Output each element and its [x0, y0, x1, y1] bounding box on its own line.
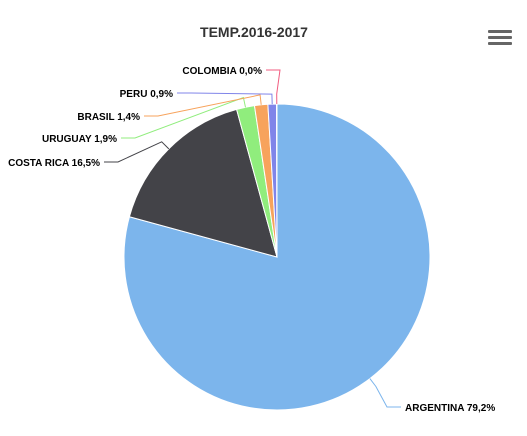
slice-label-peru: PERU 0,9% — [120, 89, 173, 100]
hamburger-icon-line — [488, 36, 512, 39]
pie-slice-argentina[interactable] — [123, 103, 431, 411]
slice-label-uruguay: URUGUAY 1,9% — [42, 134, 117, 145]
connector-peru — [177, 92, 273, 105]
connector-argentina — [369, 378, 401, 408]
slice-label-brasil: BRASIL 1,4% — [77, 112, 140, 123]
slice-label-argentina: ARGENTINA 79,2% — [405, 403, 495, 414]
connector-brasil — [144, 94, 262, 117]
hamburger-icon-line — [488, 42, 512, 45]
hamburger-icon — [488, 30, 512, 33]
connector-uruguay — [121, 96, 246, 139]
slice-label-colombia: COLOMBIA 0,0% — [182, 66, 262, 77]
slice-label-costa-rica: COSTA RICA 16,5% — [8, 158, 100, 169]
chart-title: TEMP.2016-2017 — [200, 24, 308, 40]
connector-colombia — [266, 69, 281, 105]
connector-costa-rica — [104, 141, 170, 163]
context-menu-button[interactable] — [488, 30, 512, 50]
